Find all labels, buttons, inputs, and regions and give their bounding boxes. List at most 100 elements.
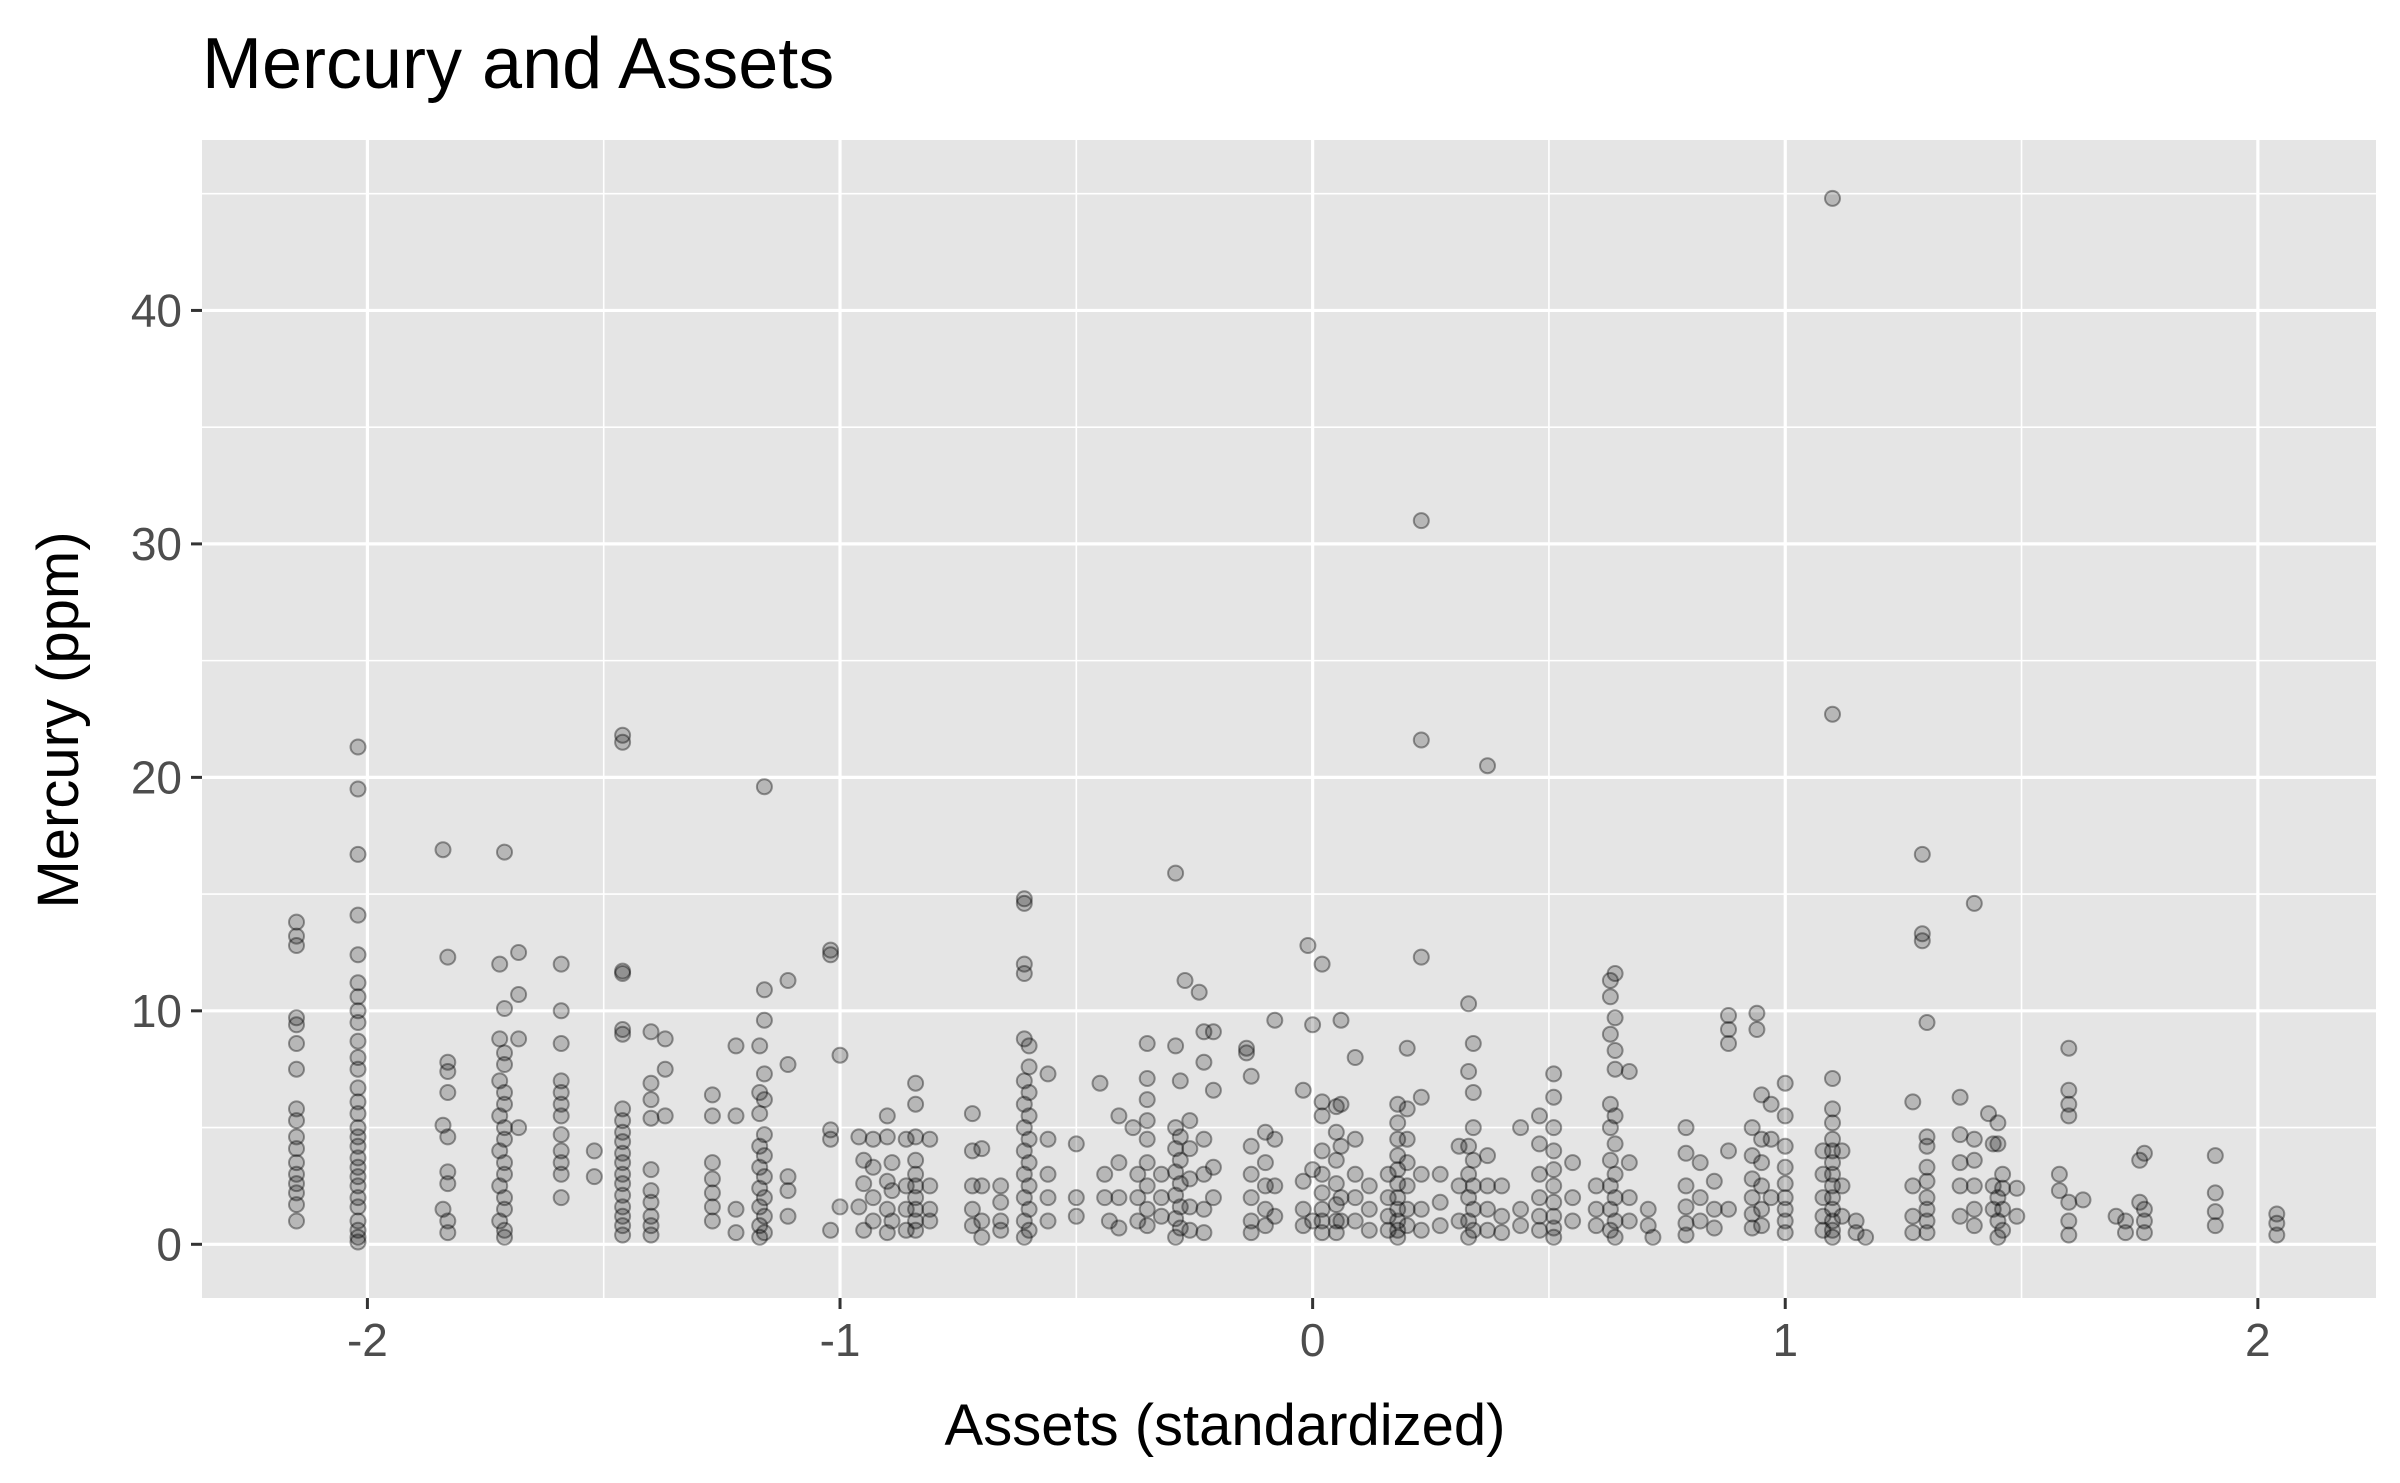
data-point: [2268, 1214, 2286, 1232]
data-point: [1138, 1154, 1156, 1172]
data-point: [992, 1221, 1010, 1239]
data-point: [496, 1221, 513, 1239]
data-point: [1096, 1189, 1114, 1207]
data-point: [897, 1130, 915, 1148]
data-point: [1965, 1217, 1983, 1235]
data-point: [907, 1151, 925, 1169]
data-point: [288, 1212, 305, 1230]
data-point: [963, 1177, 981, 1195]
data-point: [1531, 1107, 1548, 1125]
data-point: [1601, 1095, 1619, 1113]
data-point: [755, 1011, 773, 1029]
data-point: [1015, 1142, 1033, 1160]
data-point: [1020, 1084, 1038, 1101]
data-point: [1951, 1088, 1969, 1106]
data-point: [349, 1228, 367, 1246]
data-point: [614, 726, 632, 744]
data-point: [1020, 1058, 1038, 1076]
data-point: [2268, 1205, 2286, 1223]
data-point: [850, 1128, 868, 1146]
data-point: [883, 1212, 901, 1230]
data-point: [1814, 1142, 1832, 1160]
data-point: [1360, 1221, 1378, 1239]
data-point: [1639, 1200, 1657, 1218]
data-point: [864, 1212, 882, 1230]
data-point: [491, 1177, 509, 1195]
data-point: [642, 1023, 660, 1041]
data-point: [779, 1168, 797, 1186]
data-point: [642, 1193, 660, 1211]
data-point: [703, 1086, 721, 1104]
data-point: [921, 1200, 939, 1218]
data-point: [1346, 1212, 1364, 1230]
data-point: [1100, 1212, 1118, 1230]
data-point: [496, 1189, 513, 1207]
data-point: [727, 1200, 745, 1218]
data-point: [1242, 1224, 1260, 1242]
data-point: [1389, 1228, 1407, 1246]
data-point: [1587, 1200, 1605, 1218]
y-tick-label: 20: [131, 751, 182, 803]
data-point: [439, 1212, 457, 1230]
data-point: [1020, 1221, 1038, 1239]
data-point: [1564, 1189, 1582, 1207]
data-point: [288, 1196, 305, 1214]
data-point: [1824, 1212, 1841, 1230]
data-point: [510, 986, 528, 1003]
data-point: [1398, 1217, 1416, 1235]
data-point: [1039, 1189, 1057, 1207]
data-point: [703, 1170, 721, 1188]
data-point: [907, 1189, 925, 1207]
data-point: [1138, 1177, 1156, 1195]
data-point: [2117, 1224, 2134, 1242]
data-point: [1412, 731, 1430, 749]
data-point: [1965, 1177, 1983, 1195]
data-point: [2060, 1039, 2078, 1057]
data-point: [822, 1130, 840, 1148]
data-point: [434, 841, 452, 859]
data-point: [496, 1000, 513, 1017]
data-point: [1398, 1039, 1416, 1057]
data-point: [1110, 1189, 1128, 1207]
data-point: [585, 1142, 603, 1160]
data-point: [1299, 937, 1317, 954]
data-point: [1620, 1212, 1638, 1230]
data-point: [642, 1091, 660, 1109]
data-point: [1677, 1214, 1695, 1232]
data-point: [1994, 1200, 2012, 1218]
data-point: [1332, 1095, 1350, 1113]
data-point: [1545, 1219, 1563, 1237]
data-point: [1256, 1123, 1274, 1141]
data-point: [751, 1198, 769, 1216]
data-point: [1587, 1177, 1605, 1195]
data-point: [1398, 1154, 1416, 1172]
data-point: [614, 1144, 632, 1162]
data-point: [1743, 1219, 1761, 1237]
data-point: [878, 1200, 896, 1218]
data-point: [1776, 1200, 1794, 1218]
data-point: [1266, 1130, 1284, 1148]
data-point: [1195, 1130, 1213, 1148]
data-point: [1545, 1207, 1563, 1225]
data-point: [1824, 1100, 1841, 1118]
data-point: [496, 843, 513, 861]
data-point: [642, 1182, 660, 1200]
data-point: [1545, 1228, 1563, 1246]
data-point: [1847, 1212, 1865, 1230]
data-point: [349, 738, 367, 756]
data-point: [1677, 1198, 1695, 1216]
data-point: [2268, 1226, 2286, 1244]
data-point: [1332, 1212, 1350, 1230]
data-point: [1067, 1207, 1085, 1225]
data-point: [1464, 1035, 1482, 1052]
plot-panel: [202, 140, 2376, 1298]
data-point: [1464, 1151, 1482, 1169]
data-point: [1266, 1177, 1284, 1195]
data-point: [1327, 1212, 1345, 1230]
data-point: [1720, 1007, 1737, 1024]
data-point: [751, 1179, 769, 1197]
data-point: [1833, 1207, 1851, 1225]
data-point: [288, 1175, 305, 1193]
data-point: [1398, 1100, 1416, 1118]
data-point: [1181, 1112, 1199, 1130]
